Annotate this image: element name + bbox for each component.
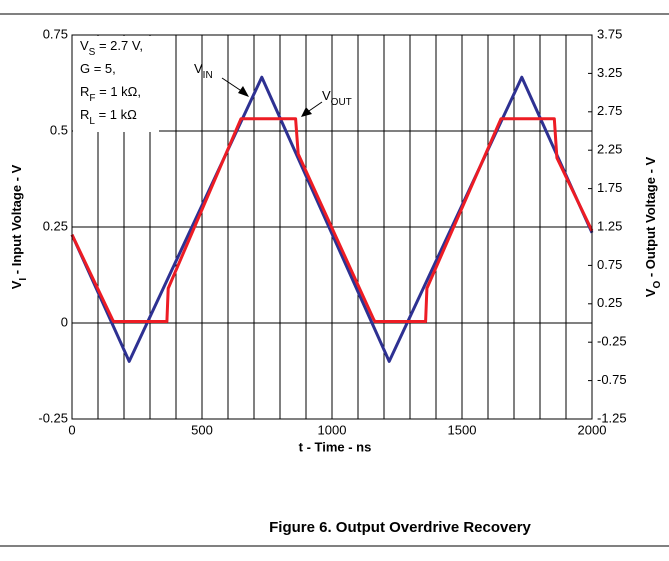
y-axis-title: VI - Input Voltage - V xyxy=(9,164,29,289)
condition-text-part: = 1 kΩ xyxy=(95,107,137,122)
y2-tick-label: 0.75 xyxy=(597,257,622,272)
condition-text: VS = 2.7 V, xyxy=(80,38,143,58)
y2-axis-title-part: - Output Voltage - V xyxy=(643,156,658,280)
conditions-box xyxy=(73,36,159,132)
x-tick-label: 1000 xyxy=(318,422,347,437)
x-tick-label: 1500 xyxy=(448,422,477,437)
arrowhead xyxy=(301,107,312,117)
y-tick-label: 0 xyxy=(61,314,68,329)
condition-text-part: F xyxy=(89,93,95,104)
y2-tick-label: 2.75 xyxy=(597,103,622,118)
condition-text-part: R xyxy=(80,84,89,99)
x-tick-label: 500 xyxy=(191,422,213,437)
condition-text-part: = 1 kΩ, xyxy=(96,84,142,99)
series-label-part: IN xyxy=(203,70,213,81)
y2-tick-label: 1.75 xyxy=(597,180,622,195)
series-line xyxy=(70,75,594,363)
y2-tick-label: 3.75 xyxy=(597,26,622,41)
y2-axis-title: VO - Output Voltage - V xyxy=(643,156,663,297)
y-tick-label: 0.25 xyxy=(43,218,68,233)
series-label: VIN xyxy=(194,61,213,81)
condition-text-part: R xyxy=(80,107,89,122)
y-axis-title-part: I xyxy=(18,278,29,281)
y2-tick-label: -1.25 xyxy=(597,410,627,425)
y2-tick-label: -0.25 xyxy=(597,334,627,349)
y-tick-label: -0.25 xyxy=(38,410,68,425)
y-axis-title-part: V xyxy=(9,280,24,289)
series-line xyxy=(70,117,594,323)
condition-text: RF = 1 kΩ, xyxy=(80,84,141,104)
y2-tick-label: 0.25 xyxy=(597,295,622,310)
y2-tick-label: 1.25 xyxy=(597,218,622,233)
condition-text-part: V xyxy=(80,38,89,53)
y-tick-label: 0.75 xyxy=(43,26,68,41)
y2-axis-title-part: O xyxy=(652,281,663,289)
series-label-part: V xyxy=(322,88,331,103)
arrowhead xyxy=(238,86,249,97)
series-label: VOUT xyxy=(322,88,352,108)
plot-frame xyxy=(71,34,593,420)
caption: Figure 6. Output Overdrive Recovery xyxy=(269,519,531,536)
y2-tick-label: 3.25 xyxy=(597,65,622,80)
y-axis-title-part: - Input Voltage - V xyxy=(9,164,24,277)
series-label-part: V xyxy=(194,61,203,76)
x-tick-label: 2000 xyxy=(578,422,607,437)
x-axis-title: t - Time - ns xyxy=(299,439,372,454)
x-tick-label: 0 xyxy=(68,422,75,437)
y2-tick-label: -0.75 xyxy=(597,372,627,387)
series-label-part: OUT xyxy=(331,97,352,108)
condition-text: RL = 1 kΩ xyxy=(80,107,137,127)
y2-tick-label: 2.25 xyxy=(597,142,622,157)
y2-axis-title-part: V xyxy=(643,288,658,297)
condition-text-part: S xyxy=(89,47,96,58)
condition-text-part: = 2.7 V, xyxy=(95,38,143,53)
condition-text-part: G = 5, xyxy=(80,61,116,76)
condition-text-part: L xyxy=(89,116,95,127)
y-tick-label: 0.5 xyxy=(50,122,68,137)
condition-text: G = 5, xyxy=(80,61,116,76)
